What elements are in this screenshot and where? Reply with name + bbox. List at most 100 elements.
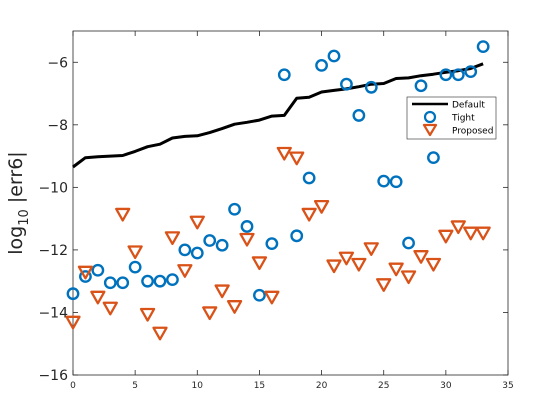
point-tight: [178, 243, 192, 257]
y-axis-label-subscript: 10: [17, 209, 32, 226]
svg-text:log10 |err6|: log10 |err6|: [5, 151, 32, 254]
point-proposed: [363, 242, 379, 256]
series-layer: [65, 40, 491, 341]
point-proposed: [351, 257, 367, 272]
point-proposed: [450, 220, 466, 235]
point-tight: [364, 80, 378, 94]
point-tight: [240, 220, 254, 233]
point-tight: [414, 79, 428, 93]
legend: Default Tight Proposed: [406, 96, 497, 140]
line-default: [72, 62, 484, 169]
point-proposed: [65, 315, 81, 330]
point-tight: [476, 40, 490, 54]
x-tick-label: 15: [254, 381, 265, 391]
point-tight: [190, 246, 204, 260]
point-tight: [464, 65, 478, 79]
point-tight: [377, 174, 391, 188]
point-proposed: [127, 245, 143, 260]
x-tick-label: 5: [132, 381, 138, 391]
point-tight: [352, 109, 366, 122]
point-tight: [302, 171, 316, 185]
point-proposed: [177, 264, 193, 278]
y-tick-label: −12: [38, 243, 68, 259]
point-tight: [215, 238, 229, 252]
point-proposed: [376, 278, 392, 292]
point-proposed: [438, 229, 454, 244]
x-tick-label: 35: [502, 381, 513, 391]
series-tight: [66, 40, 490, 302]
y-axis-ticks: −16 −14 −12 −10 −8 −6: [38, 55, 508, 384]
point-proposed: [77, 265, 94, 280]
point-tight: [265, 237, 279, 251]
point-tight: [327, 49, 341, 63]
point-tight: [141, 274, 154, 288]
point-proposed: [226, 300, 243, 314]
plot-area: [72, 30, 509, 376]
point-tight: [91, 263, 105, 277]
point-tight: [128, 260, 142, 274]
y-tick-label: −6: [47, 55, 68, 71]
x-tick-label: 10: [192, 381, 204, 391]
point-tight: [315, 59, 328, 72]
point-tight: [389, 175, 403, 189]
y-axis-label-rest: |err6|: [5, 151, 27, 209]
x-tick-label: 30: [440, 381, 452, 391]
point-tight: [439, 68, 453, 82]
point-proposed: [102, 301, 118, 316]
point-tight: [203, 234, 217, 247]
x-axis-ticks: 0 5 10 15 20 25 30 35: [70, 31, 514, 391]
legend-label-proposed: Proposed: [452, 127, 493, 137]
point-tight: [153, 274, 167, 288]
point-tight: [290, 229, 304, 243]
legend-swatch-tight: [423, 110, 437, 124]
point-proposed: [152, 326, 168, 341]
point-proposed: [239, 232, 255, 247]
point-tight: [228, 202, 241, 216]
y-axis-label-main: log: [5, 226, 27, 255]
point-tight: [116, 276, 130, 290]
point-proposed: [463, 226, 479, 241]
point-proposed: [388, 262, 404, 277]
y-axis-label: log10 |err6|: [5, 151, 32, 254]
point-proposed: [189, 215, 205, 230]
point-proposed: [214, 284, 230, 299]
point-tight: [253, 288, 266, 302]
point-tight: [66, 287, 80, 301]
y-tick-label: −14: [38, 305, 68, 321]
point-proposed: [90, 290, 106, 305]
point-proposed: [164, 231, 181, 246]
legend-swatch-proposed: [422, 123, 438, 137]
point-proposed: [475, 226, 491, 241]
point-proposed: [338, 251, 355, 266]
point-proposed: [289, 151, 305, 166]
point-tight: [427, 151, 440, 165]
point-proposed: [276, 146, 292, 161]
y-tick-label: −8: [47, 118, 68, 134]
series-proposed: [65, 146, 491, 341]
legend-label-tight: Tight: [451, 114, 475, 124]
point-tight: [277, 68, 291, 82]
y-tick-label: −10: [38, 180, 68, 196]
point-proposed: [400, 270, 417, 285]
point-tight: [103, 276, 117, 290]
point-tight: [79, 270, 92, 283]
point-proposed: [264, 290, 280, 305]
series-default: [72, 62, 484, 169]
point-proposed: [301, 207, 317, 222]
point-proposed: [115, 207, 131, 222]
point-proposed: [413, 250, 429, 264]
point-proposed: [313, 199, 330, 214]
x-tick-label: 25: [378, 381, 389, 391]
legend-label-default: Default: [452, 101, 485, 111]
point-tight: [451, 68, 465, 82]
point-proposed: [139, 307, 156, 322]
x-tick-label: 20: [316, 381, 328, 391]
point-proposed: [202, 306, 218, 321]
x-tick-label: 0: [70, 381, 76, 391]
point-tight: [166, 273, 179, 287]
point-tight: [402, 236, 415, 250]
point-proposed: [425, 257, 442, 272]
y-tick-label: −16: [38, 368, 68, 384]
point-proposed: [251, 256, 268, 271]
